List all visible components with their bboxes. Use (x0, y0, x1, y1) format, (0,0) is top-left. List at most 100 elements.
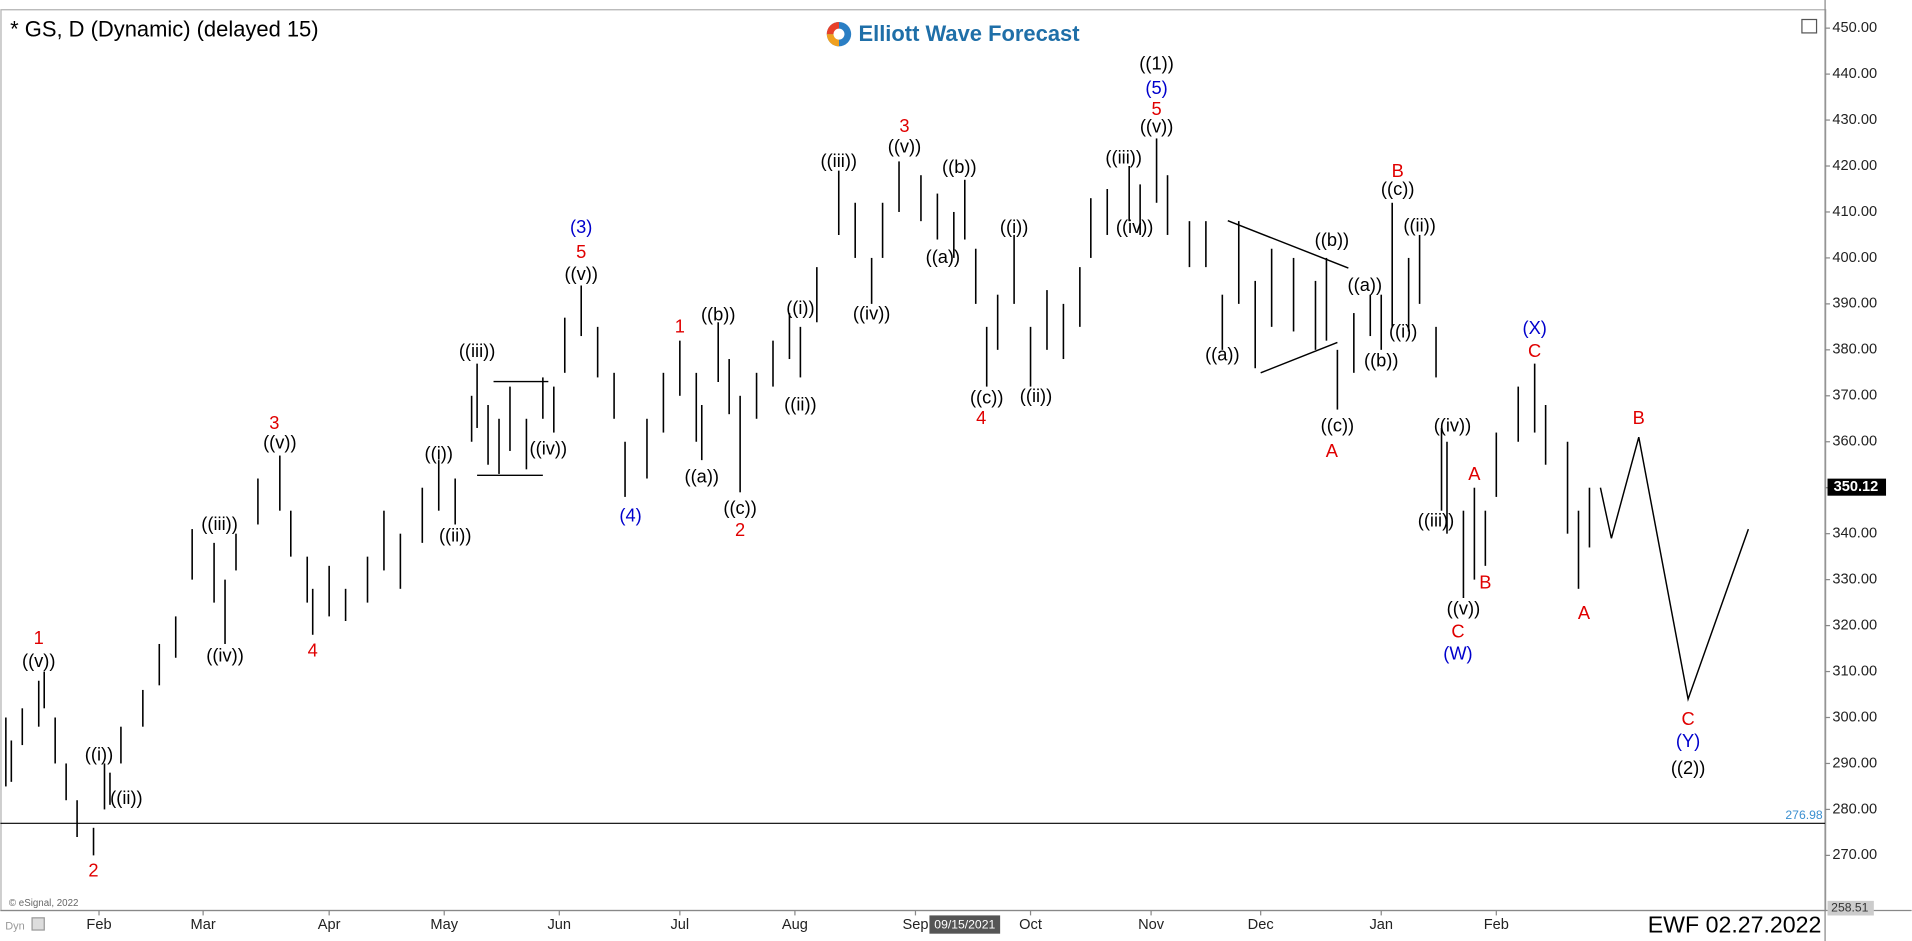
wave-label: C (1451, 620, 1464, 641)
x-tick-label: Mar (191, 917, 216, 933)
logo-icon-center (833, 28, 845, 40)
wave-label: ((ii)) (1020, 385, 1052, 406)
x-tick-label: Aug (782, 917, 808, 933)
x-tick-label: Jun (548, 917, 572, 933)
wave-label: ((iii)) (1105, 146, 1142, 167)
wave-label: 2 (88, 859, 98, 880)
x-tick-label: May (430, 917, 458, 933)
y-tick-label: 300.00 (1832, 709, 1877, 725)
level-label: 276.98 (1785, 808, 1822, 822)
wave-label: ((a)) (926, 246, 961, 267)
wave-label: ((v)) (1140, 116, 1173, 137)
wave-label: A (1578, 602, 1591, 623)
wave-label: ((ii)) (1403, 215, 1435, 236)
x-tick-label: Sep (902, 917, 928, 933)
copyright: © eSignal, 2022 (9, 898, 79, 909)
projection-line (1599, 436, 1750, 702)
wave-label: ((iv)) (206, 645, 244, 666)
wave-label: ((iii)) (1418, 510, 1455, 531)
wave-label: C (1681, 708, 1694, 729)
y-tick-label: 400.00 (1832, 250, 1877, 266)
wave-label: B (1392, 160, 1404, 181)
wave-label: ((a)) (1205, 344, 1240, 365)
y-tick-label: 390.00 (1832, 296, 1877, 312)
wave-label: A (1468, 463, 1481, 484)
cursor-label: 09/15/2021 (934, 917, 995, 931)
wave-label: 1 (34, 627, 44, 648)
y-tick-label: 360.00 (1832, 434, 1877, 450)
wave-label: 3 (899, 115, 909, 136)
wave-label: ((c)) (1321, 414, 1354, 435)
x-tick-label: Feb (1484, 917, 1509, 933)
wave-label: ((i)) (85, 743, 113, 764)
mode-label: Dyn (5, 920, 25, 932)
wave-label: ((2)) (1671, 757, 1706, 778)
wave-label: (3) (570, 216, 592, 237)
wave-label: ((v)) (1447, 597, 1480, 618)
trendline (1227, 220, 1349, 269)
y-tick-label: 290.00 (1832, 755, 1877, 771)
x-tick-label: Feb (86, 917, 111, 933)
wave-label: ((c)) (723, 497, 756, 518)
wave-label: ((v)) (888, 135, 921, 156)
wave-label: A (1326, 440, 1339, 461)
y-tick-label: 440.00 (1832, 66, 1877, 82)
axis-min-label: 258.51 (1831, 900, 1868, 914)
mode-button[interactable] (31, 917, 45, 931)
footer: EWF 02.27.2022 (1648, 911, 1822, 937)
wave-label: ((b)) (1315, 229, 1350, 250)
wave-label: ((1)) (1139, 53, 1174, 74)
wave-label: ((i)) (1000, 216, 1028, 237)
y-tick-label: 270.00 (1832, 847, 1877, 863)
last-price-label: 350.12 (1834, 479, 1879, 495)
wave-label: ((c)) (970, 386, 1003, 407)
wave-label: ((iv)) (1116, 216, 1154, 237)
logo-text: Elliott Wave Forecast (858, 21, 1080, 46)
wave-label: 3 (269, 412, 279, 433)
wave-label: (Y) (1676, 730, 1700, 751)
wave-label: ((i)) (1389, 321, 1417, 342)
logo: Elliott Wave Forecast (826, 21, 1080, 47)
y-tick-label: 330.00 (1832, 571, 1877, 587)
wave-label: 5 (576, 241, 586, 262)
wave-label: ((iv)) (1434, 414, 1472, 435)
y-tick-label: 380.00 (1832, 342, 1877, 358)
wave-label: ((i)) (786, 297, 814, 318)
wave-label: ((iii)) (459, 340, 496, 361)
y-tick-label: 420.00 (1832, 158, 1877, 174)
wave-label: ((a)) (685, 465, 720, 486)
price-bars (5, 138, 1591, 856)
wave-label: B (1633, 407, 1645, 428)
x-tick-label: Nov (1138, 917, 1165, 933)
wave-label: ((b)) (1364, 350, 1399, 371)
wave-label: ((iv)) (530, 437, 568, 458)
wave-label: (X) (1522, 317, 1546, 338)
y-tick-label: 450.00 (1832, 20, 1877, 36)
wave-label: ((ii)) (110, 787, 142, 808)
wave-label: 4 (308, 640, 318, 661)
x-tick-label: Jul (671, 917, 690, 933)
trendline (1260, 341, 1338, 374)
x-tick-label: Dec (1248, 917, 1274, 933)
wave-label: 1 (675, 316, 685, 337)
x-tick-label: Oct (1019, 917, 1042, 933)
wave-label: 2 (735, 519, 745, 540)
wave-label: (5) (1145, 77, 1167, 98)
wave-label: ((iii)) (820, 150, 857, 171)
wave-label: ((c)) (1381, 178, 1414, 199)
cursor-box (929, 915, 1001, 934)
y-tick-label: 320.00 (1832, 617, 1877, 633)
last-price-box (1827, 478, 1887, 496)
wave-label: B (1479, 572, 1491, 593)
y-tick-label: 410.00 (1832, 204, 1877, 220)
wave-label: ((v)) (564, 263, 597, 284)
wave-label: (4) (619, 504, 641, 525)
y-tick-label: 280.00 (1832, 801, 1877, 817)
wave-label: ((ii)) (784, 394, 816, 415)
x-tick-label: Apr (318, 917, 341, 933)
window-button[interactable] (1801, 18, 1818, 34)
wave-label: 4 (976, 407, 986, 428)
axis-min-box (1827, 900, 1874, 916)
wave-label: ((b)) (701, 304, 736, 325)
